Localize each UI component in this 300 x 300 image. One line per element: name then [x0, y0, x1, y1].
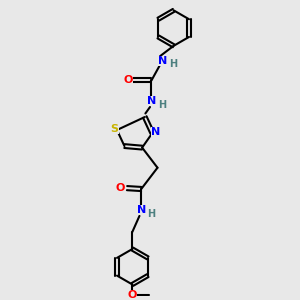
Text: N: N [151, 127, 160, 136]
Text: H: H [148, 208, 156, 218]
Text: O: O [123, 75, 133, 85]
Text: H: H [169, 59, 177, 69]
Text: N: N [158, 56, 167, 66]
Text: N: N [136, 205, 146, 215]
Text: O: O [128, 290, 137, 300]
Text: H: H [158, 100, 166, 110]
Text: S: S [111, 124, 119, 134]
Text: N: N [147, 96, 156, 106]
Text: O: O [116, 182, 125, 193]
